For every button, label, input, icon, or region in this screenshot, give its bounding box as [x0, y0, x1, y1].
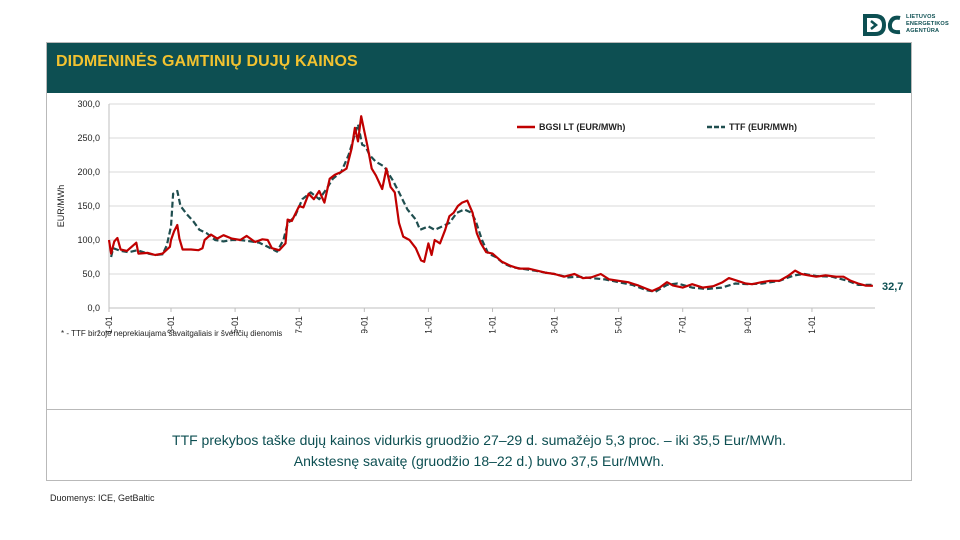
x-tick-label: 2023-09-01	[743, 316, 753, 333]
y-tick-label: 300,0	[77, 99, 100, 109]
logo-line: AGENTŪRA	[906, 27, 940, 34]
y-axis-label: EUR/MWh	[56, 185, 66, 228]
y-tick-label: 150,0	[77, 201, 100, 211]
x-tick-label: 2022-01-01	[104, 316, 114, 333]
x-tick-label: 2023-03-01	[550, 316, 560, 333]
header-bar: DIDMENINĖS GAMTINIŲ DUJŲ KAINOS	[47, 43, 911, 93]
x-tick-label: 2023-11-01	[807, 316, 817, 333]
summary-text: TTF prekybos taške dujų kainos vidurkis …	[47, 430, 911, 472]
summary-line-2: Ankstesnę savaitę (gruodžio 18–22 d.) bu…	[293, 453, 665, 469]
logo-mark-icon	[863, 14, 901, 36]
y-tick-label: 50,0	[82, 269, 100, 279]
logo-line: ENERGETIKOS	[906, 20, 949, 27]
x-tick-label: 2022-11-01	[423, 316, 433, 333]
x-tick-label: 2023-01-01	[488, 316, 498, 333]
y-tick-label: 250,0	[77, 133, 100, 143]
logo-text: LIETUVOS ENERGETIKOS AGENTŪRA	[906, 14, 949, 34]
chart-footnote: * - TTF biržoje neprekiaujama savaitgali…	[61, 329, 283, 338]
y-tick-label: 100,0	[77, 235, 100, 245]
x-tick-label: 2023-05-01	[614, 316, 624, 333]
bgsi-series-line	[107, 115, 873, 293]
ttf-series-line	[110, 123, 873, 293]
x-tick-label: 2023-07-01	[678, 316, 688, 333]
page-title: DIDMENINĖS GAMTINIŲ DUJŲ KAINOS	[56, 53, 358, 70]
logo-line: LIETUVOS	[906, 14, 936, 20]
data-source: Duomenys: ICE, GetBaltic	[50, 493, 155, 503]
x-tick-label: 2022-07-01	[294, 316, 304, 333]
divider	[47, 409, 911, 410]
end-value-label: 32,7	[882, 281, 903, 293]
legend-ttf-label: TTF (EUR/MWh)	[729, 122, 797, 132]
price-chart: 0,0 50,0 100,0 150,0 200,0 250,0 300,0 2022-01-…	[56, 99, 903, 333]
y-tick-label: 0,0	[87, 303, 100, 313]
x-tick-label: 2022-03-01	[166, 316, 176, 333]
summary-line-1: TTF prekybos taške dujų kainos vidurkis …	[172, 432, 786, 448]
legend-bgsi-label: BGSI LT (EUR/MWh)	[539, 122, 625, 132]
x-tick-label: 2022-09-01	[359, 316, 369, 333]
x-tick-label: 2022-05-01	[230, 316, 240, 333]
logo: LIETUVOS ENERGETIKOS AGENTŪRA	[862, 12, 954, 42]
y-tick-label: 200,0	[77, 167, 100, 177]
chart-card: DIDMENINĖS GAMTINIŲ DUJŲ KAINOS 0,0 50,0 1…	[46, 42, 912, 481]
